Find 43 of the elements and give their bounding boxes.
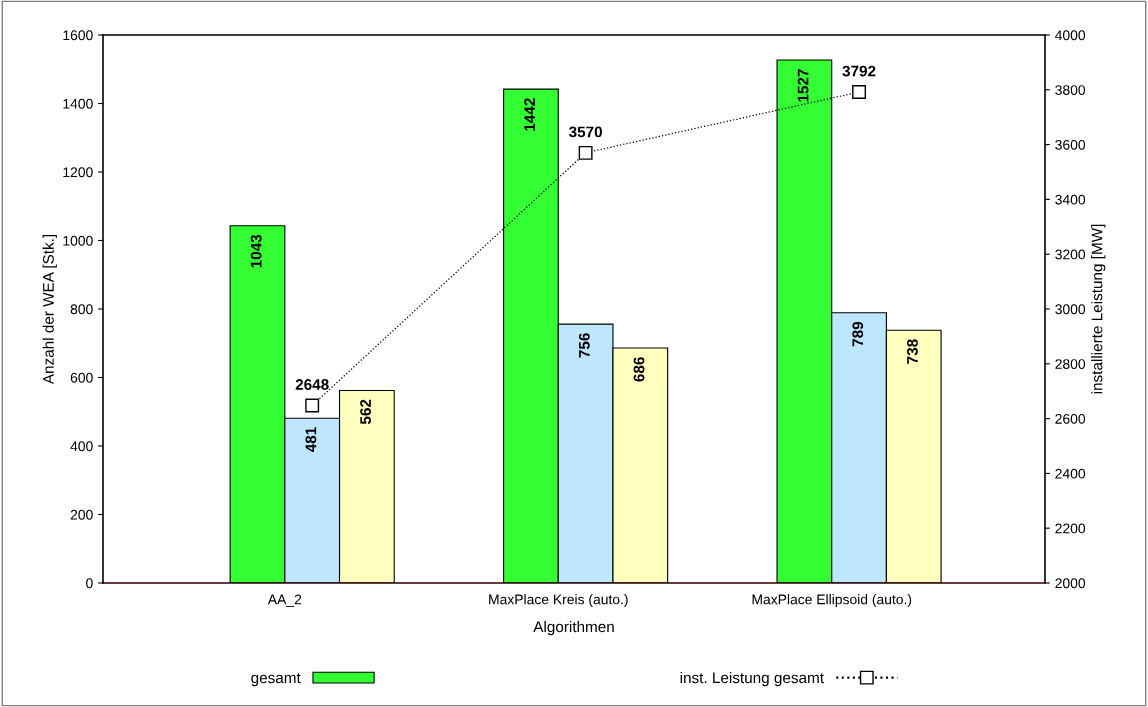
x-tick-label: AA_2	[267, 594, 302, 607]
y2-tick-label: 2600	[1055, 413, 1086, 424]
y-tick-label: 800	[70, 304, 93, 315]
data-label: 562	[360, 399, 371, 425]
y2-tick-label: 4000	[1055, 30, 1086, 41]
y-tick-label: 0	[86, 578, 93, 589]
x-axis-title: Algorithmen	[533, 620, 614, 636]
data-label: 686	[633, 357, 645, 382]
data-label: 2648	[295, 379, 329, 390]
y2-axis-title: installierte Leistung [MW]	[1091, 224, 1106, 394]
legend-label: inst. Leistung gesamt	[680, 671, 824, 687]
y2-tick-label: 2000	[1055, 578, 1086, 589]
data-label: 3792	[842, 65, 876, 77]
y-axis-title: Anzahl der WEA [Stk.]	[42, 234, 57, 385]
data-label: 789	[852, 321, 864, 347]
point	[578, 145, 593, 160]
y-tick-label: 1400	[63, 98, 93, 109]
point	[852, 85, 867, 99]
y2-tick-label: 3400	[1055, 194, 1086, 205]
data-label: 481	[305, 427, 317, 453]
y-tick-label: 1600	[63, 30, 93, 41]
y2-tick-label: 2400	[1055, 468, 1086, 479]
y2-tick-label: 2200	[1055, 523, 1086, 534]
x-tick-label: MaxPlace Kreis (auto.)	[489, 594, 628, 608]
y2-tick-label: 3200	[1055, 249, 1086, 260]
data-label: 738	[907, 339, 918, 364]
data-label: 1442	[524, 98, 535, 131]
y-tick-label: 1000	[63, 235, 93, 246]
point	[305, 398, 320, 413]
data-label: 1043	[250, 234, 262, 268]
y2-tick-label: 3800	[1055, 85, 1086, 95]
y2-tick-label: 3600	[1055, 139, 1086, 150]
x-tick-label: MaxPlace Ellipsoid (auto.)	[752, 594, 912, 608]
y-tick-label: 200	[70, 509, 93, 520]
y2-tick-label: 3000	[1055, 304, 1086, 315]
data-label: 756	[578, 333, 590, 358]
y2-tick-label: 2800	[1055, 359, 1086, 369]
y-tick-label: 400	[70, 441, 93, 452]
legend-label: gesamt	[251, 673, 301, 687]
data-label: 3570	[568, 126, 602, 138]
y-tick-label: 1200	[63, 167, 93, 178]
y-tick-label: 600	[70, 372, 93, 383]
data-label: 1527	[797, 69, 809, 102]
